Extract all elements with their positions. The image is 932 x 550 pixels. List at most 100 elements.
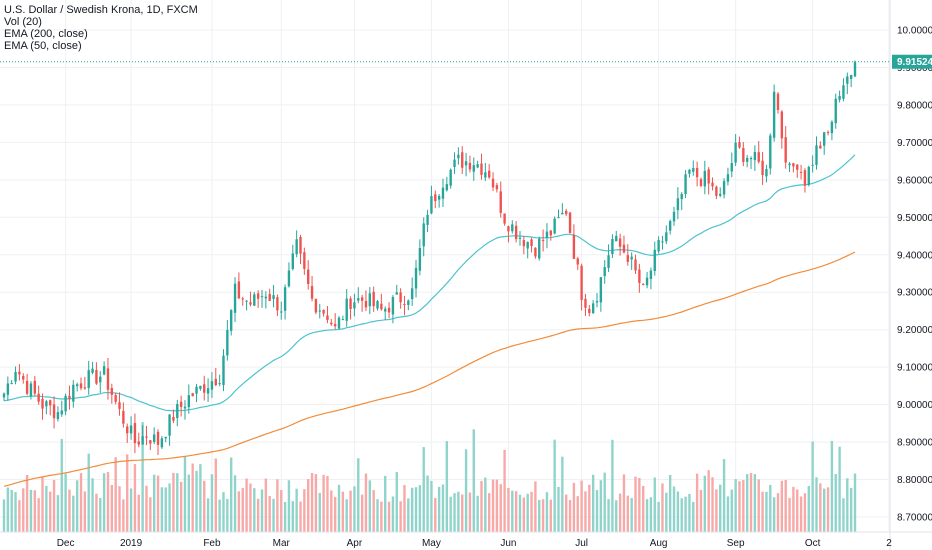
candle	[333, 313, 337, 330]
volume-bar	[738, 481, 741, 532]
price-axis[interactable]: 10.000009.900009.800009.700009.600009.50…	[897, 25, 932, 523]
volume-bar	[37, 498, 40, 532]
candle	[64, 393, 67, 416]
time-tick-label: Sep	[727, 538, 745, 549]
candle-body	[64, 395, 67, 412]
candle-body	[484, 172, 487, 178]
volume-bar	[538, 499, 541, 532]
candle	[2, 392, 6, 401]
volume-bar	[826, 487, 830, 532]
candle-body	[33, 380, 36, 394]
symbol-title[interactable]: U.S. Dollar / Swedish Krona, 1D, FXCM	[4, 4, 198, 16]
candle-body	[468, 162, 472, 170]
candle-body	[549, 230, 552, 236]
candle-body	[129, 425, 133, 434]
candle	[233, 277, 237, 322]
volume-bar	[584, 491, 587, 532]
candle-body	[333, 324, 337, 327]
price-tick-label: 9.30000	[897, 288, 932, 299]
volume-bar	[653, 477, 656, 532]
candle	[264, 291, 268, 309]
candle-body	[634, 259, 637, 271]
candle	[403, 296, 406, 316]
candle-body	[303, 252, 306, 269]
candle	[160, 435, 164, 449]
volume-bar	[422, 447, 425, 532]
candle	[742, 142, 745, 167]
volume-bar	[572, 482, 576, 532]
last-price-tag-label: 9.91524	[897, 57, 932, 68]
candle	[384, 306, 387, 321]
volume-bar	[145, 485, 148, 532]
candle-body	[464, 161, 468, 166]
volume-bar	[668, 474, 672, 532]
candle	[645, 271, 649, 289]
candle-body	[722, 181, 726, 195]
candle	[341, 315, 345, 321]
volume-indicator-label[interactable]: Vol (20)	[4, 16, 42, 28]
volume-bar	[649, 497, 653, 532]
candle	[445, 176, 449, 192]
candle	[176, 399, 179, 427]
volume-bar	[707, 470, 710, 532]
candle	[534, 247, 537, 259]
volume-bar	[811, 441, 814, 532]
candle-body	[688, 169, 691, 174]
candle-body	[772, 91, 776, 138]
candle	[330, 318, 333, 326]
candle	[514, 221, 518, 243]
candle-body	[6, 383, 10, 395]
ema-50-label[interactable]: EMA (50, close)	[4, 40, 82, 52]
candle-body	[203, 384, 206, 393]
volume-bar	[357, 458, 360, 532]
candle	[191, 392, 194, 397]
volume-bar	[376, 499, 379, 532]
time-axis[interactable]: Dec 2019 Feb Mar Apr May Jun Jul Aug Sep Oct 2	[57, 538, 893, 549]
volume-bar	[719, 484, 722, 532]
candle-body	[499, 191, 502, 213]
candle	[761, 151, 764, 185]
candle-body	[330, 322, 333, 325]
candle	[484, 162, 487, 182]
candle	[849, 74, 853, 88]
volume-bar	[206, 498, 210, 532]
candle	[95, 362, 98, 385]
volume-bar	[45, 485, 48, 532]
candle-body	[665, 232, 668, 242]
volume-bar	[457, 491, 460, 532]
volume-bar	[568, 500, 572, 532]
volume-bar	[102, 473, 106, 532]
volume-bar	[210, 474, 214, 532]
volume-bar	[776, 493, 780, 532]
candle	[418, 239, 422, 276]
ema-200-label[interactable]: EMA (200, close)	[4, 28, 88, 40]
candle	[449, 168, 452, 189]
candle-body	[645, 277, 649, 286]
time-tick-label: Aug	[650, 538, 668, 549]
candle-body	[183, 406, 187, 409]
volume-bar	[464, 449, 468, 532]
candle	[792, 162, 795, 173]
last-price-tag-box	[892, 54, 932, 69]
grid-lines	[0, 0, 890, 532]
volume-bar	[152, 474, 156, 532]
candle	[649, 267, 653, 290]
candle-body	[780, 111, 784, 139]
candle-body	[545, 231, 549, 238]
candle-body	[141, 436, 144, 445]
volume-bar	[176, 473, 179, 532]
candle-body	[819, 145, 822, 149]
time-tick-label: Jun	[500, 538, 516, 549]
candle-body	[753, 151, 757, 161]
candle	[168, 414, 171, 446]
candle	[118, 392, 121, 416]
candle	[580, 263, 583, 311]
candle	[838, 90, 841, 103]
volume-bar	[495, 479, 499, 532]
candle	[611, 234, 614, 258]
volume-bar	[530, 491, 533, 532]
volume-bar	[788, 497, 791, 532]
volume-bar	[541, 499, 545, 532]
volume-bar	[407, 498, 410, 532]
